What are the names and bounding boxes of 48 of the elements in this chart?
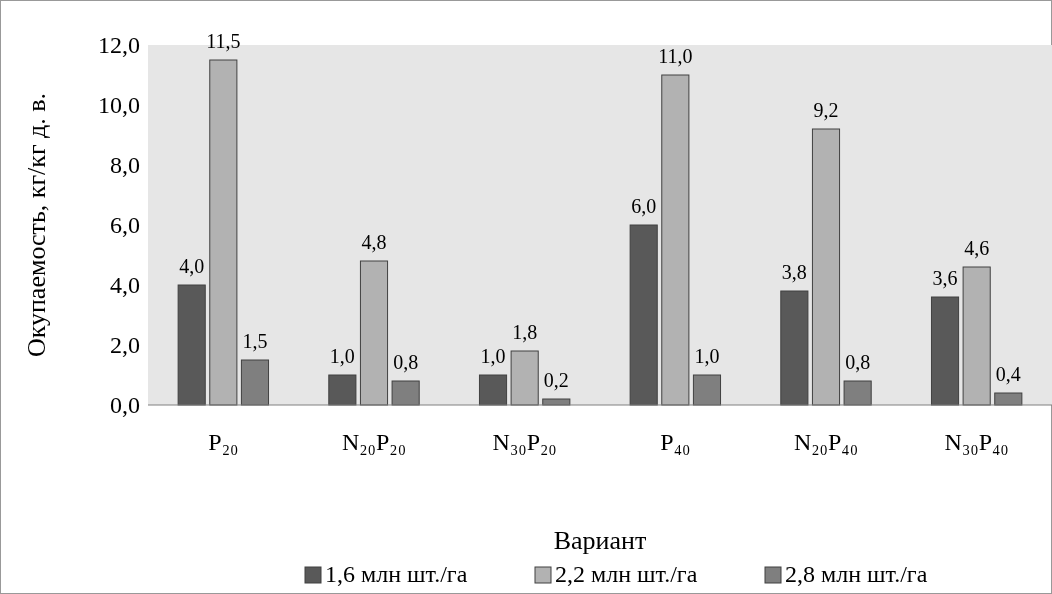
bar <box>510 350 539 406</box>
bar <box>811 128 841 406</box>
data-label: 4,0 <box>179 255 205 277</box>
bar <box>359 260 389 406</box>
x-tick-label: N₂₀P₄₀ <box>793 429 859 455</box>
y-tick-label: 6,0 <box>110 212 140 239</box>
y-tick-label: 0,0 <box>110 392 140 419</box>
y-tick-label: 2,0 <box>110 332 140 359</box>
x-tick-label: P₄₀ <box>660 429 691 455</box>
bar <box>177 284 206 406</box>
bar <box>209 59 238 406</box>
data-label: 11,5 <box>206 30 241 52</box>
x-axis-title: Вариант <box>553 526 647 555</box>
bar <box>930 296 960 406</box>
data-label: 3,8 <box>781 261 807 283</box>
legend-label: 1,6 млн шт./га <box>325 561 468 587</box>
x-tick-label: N₃₀P₄₀ <box>944 429 1009 455</box>
data-label: 4,6 <box>964 237 990 259</box>
data-label: 0,8 <box>393 351 419 373</box>
data-label: 6,0 <box>631 195 657 217</box>
bar <box>780 290 809 406</box>
legend-label: 2,8 млн шт./га <box>785 561 928 587</box>
bar <box>661 74 690 406</box>
y-tick-label: 8,0 <box>110 152 140 179</box>
bar <box>962 266 991 406</box>
data-label: 0,8 <box>845 351 871 373</box>
x-tick-label: N₂₀P₂₀ <box>341 429 407 455</box>
data-label: 1,8 <box>512 321 538 343</box>
data-label: 9,2 <box>813 99 839 121</box>
bar <box>478 374 508 406</box>
data-label: 4,8 <box>361 231 387 253</box>
y-axis-title: Окупаемость, кг/кг д. в. <box>22 92 51 358</box>
data-label: 1,0 <box>694 345 720 367</box>
y-tick-label: 12,0 <box>98 32 140 59</box>
bar <box>328 374 357 406</box>
bar <box>629 224 658 406</box>
data-label: 11,0 <box>658 45 693 67</box>
data-label: 1,0 <box>480 345 506 367</box>
y-tick-label: 4,0 <box>110 272 140 299</box>
x-tick-label: N₃₀P₂₀ <box>492 429 557 455</box>
data-label: 1,5 <box>242 330 268 352</box>
data-label: 0,2 <box>543 369 569 391</box>
data-label: 0,4 <box>995 363 1021 385</box>
y-tick-label: 10,0 <box>98 92 140 119</box>
data-label: 3,6 <box>932 267 958 289</box>
data-label: 1,0 <box>329 345 355 367</box>
x-tick-label: P₂₀ <box>208 429 239 455</box>
legend-label: 2,2 млн шт./га <box>555 561 698 587</box>
